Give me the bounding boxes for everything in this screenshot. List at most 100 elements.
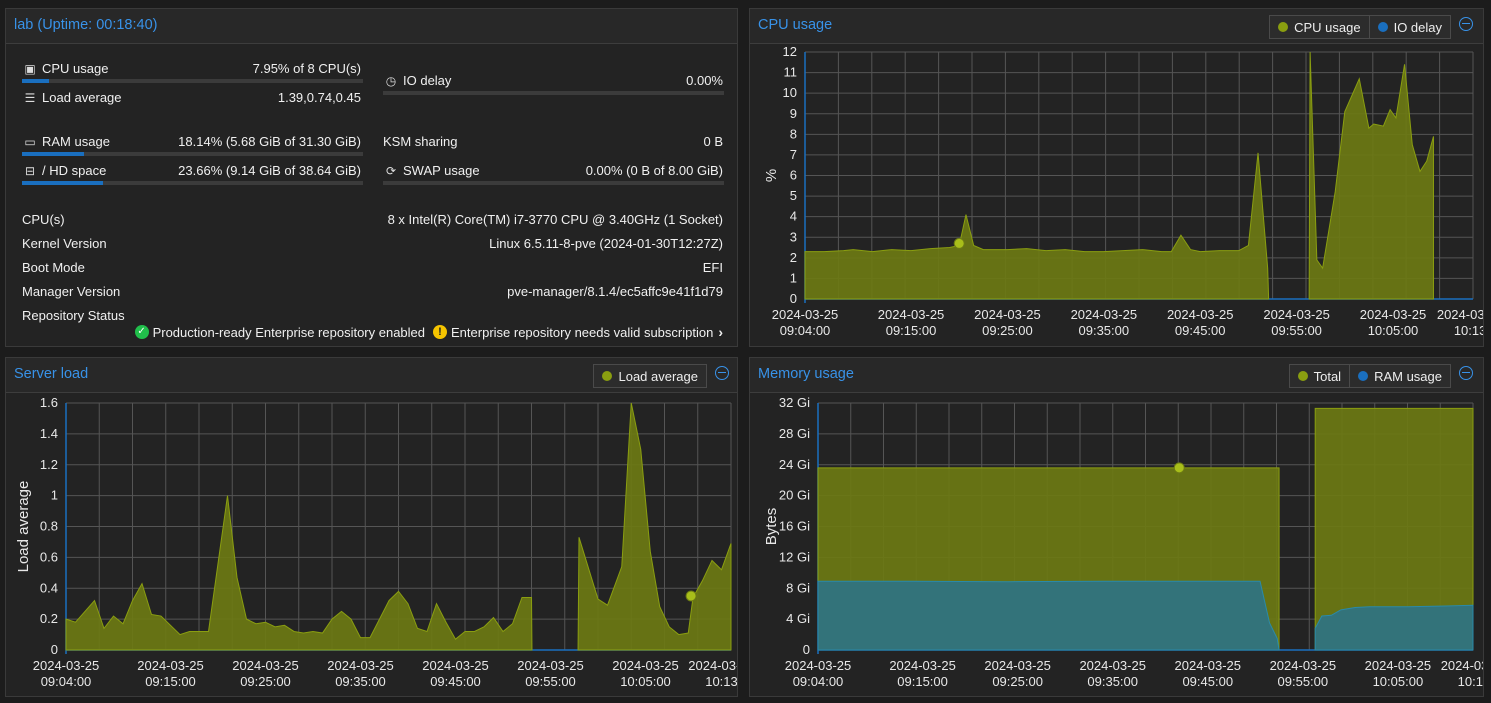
mem-ytick-label: 20 Gi (779, 488, 810, 503)
load-xtick-time: 09:45:00 (430, 674, 481, 689)
load-collapse-button[interactable] (715, 366, 729, 380)
io-delay-label: ◷ IO delay (383, 73, 452, 88)
server-load-panel: Server load Load average 0 0.2 0.4 0.6 0.8 1 1… (5, 357, 738, 697)
load-average-dot (602, 371, 613, 381)
load-ytick-label: 0.2 (40, 611, 58, 626)
mem-xtick-time: 09:25:00 (992, 674, 1043, 689)
repo-warn-text: Enterprise repository needs valid subscr… (451, 324, 714, 340)
mem-ytick-label: 0 (803, 642, 810, 657)
cpu-ytick-label: 1 (790, 270, 797, 285)
clock-icon: ◷ (385, 73, 397, 88)
cpus-label: CPU(s) (22, 212, 65, 227)
cpu-legend: CPU usage IO delay (1269, 15, 1451, 39)
memory-chart: 0 4 Gi 8 Gi 12 Gi 16 Gi 20 Gi 24 Gi 28 Gi 32 Gi 2… (763, 395, 1483, 689)
load-xtick-time: 10:13 (705, 674, 737, 689)
legend-cpu-usage[interactable]: CPU usage (1270, 16, 1370, 38)
total-dot (1297, 371, 1308, 381)
mem-xtick-time: 09:55:00 (1278, 674, 1329, 689)
cpu-xtick-time: 09:04:00 (780, 323, 831, 338)
load-xtick-time: 09:25:00 (240, 674, 291, 689)
cpu-xtick-time: 09:25:00 (982, 323, 1033, 338)
mem-ytick-label: 28 Gi (779, 426, 810, 441)
manager-version-label: Manager Version (22, 284, 121, 299)
cpu-ytick-label: 5 (790, 188, 797, 203)
load-xtick-time: 09:55:00 (525, 674, 576, 689)
cpu-xtick-time: 09:45:00 (1175, 323, 1226, 338)
load-ytick-label: 0.8 (40, 519, 58, 534)
load-xtick-date: 2024-03-25 (517, 658, 584, 673)
load-average-value: 1.39,0.74,0.45 (277, 90, 361, 105)
cpu-xtick-time: 10:05:00 (1368, 323, 1419, 338)
cpu-ytick-label: 9 (790, 106, 797, 121)
mem-ytick-label: 12 Gi (779, 549, 810, 564)
cpu-xtick-date: 2024-03-25 (974, 307, 1041, 322)
mem-xtick-date: 2024-03-25 (1270, 658, 1337, 673)
mem-xtick-date: 2024-03-25 (889, 658, 956, 673)
repository-status-link[interactable]: ✓ Production-ready Enterprise repository… (134, 324, 723, 340)
server-load-header: Server load Load average (6, 358, 737, 393)
warning-circle-icon: ! (433, 325, 448, 339)
mem-xtick-date: 2024-03-25 (1079, 658, 1146, 673)
swap-usage-bar (383, 181, 724, 185)
load-ytick-label: 1.6 (40, 395, 58, 410)
legend-io-delay[interactable]: IO delay (1370, 16, 1450, 38)
load-series-load-average (65, 495, 533, 651)
mem-xtick-date: 2024-03-25 (1175, 658, 1242, 673)
legend-load-average[interactable]: Load average (594, 365, 706, 387)
mem-ytick-label: 32 Gi (779, 395, 810, 410)
mem-ylabel: Bytes (763, 508, 780, 546)
tasks-icon: ☰ (24, 90, 36, 105)
load-hover-marker (685, 590, 697, 602)
ram-usage-dot (1358, 371, 1369, 381)
cpu-xtick-time: 10:13 (1454, 323, 1483, 338)
load-series-load-average (577, 402, 732, 651)
memory-usage-title: Memory usage (758, 366, 854, 382)
cpu-ytick-label: 4 (790, 209, 797, 224)
load-ylabel: Load average (15, 481, 32, 573)
swap-usage-value: 0.00% (0 B of 8.00 GiB) (585, 163, 723, 178)
memory-legend: Total RAM usage (1288, 364, 1451, 388)
legend-ram-usage[interactable]: RAM usage (1350, 365, 1450, 387)
mem-ytick-label: 24 Gi (779, 457, 810, 472)
load-ytick-label: 0.4 (40, 580, 58, 595)
legend-total[interactable]: Total (1290, 365, 1351, 387)
mem-xtick-time: 09:45:00 (1182, 674, 1233, 689)
load-xtick-date: 2024-03-25 (612, 658, 679, 673)
chevron-right-icon: › (718, 324, 723, 340)
cpu-ylabel: % (763, 169, 780, 182)
load-xtick-time: 09:04:00 (41, 674, 92, 689)
cpu-ytick-label: 12 (783, 44, 797, 59)
load-xtick-date: 2024-03-25 (327, 658, 394, 673)
cpu-ytick-label: 7 (790, 147, 797, 162)
memory-usage-panel: Memory usage Total RAM usage 0 4 Gi 8 Gi 12… (749, 357, 1484, 697)
check-circle-icon: ✓ (134, 325, 149, 339)
cpu-usage-bar (22, 79, 363, 83)
boot-mode-label: Boot Mode (22, 260, 85, 275)
cpu-ytick-label: 8 (790, 126, 797, 141)
cpu-ytick-label: 3 (790, 229, 797, 244)
load-xtick-date: 2024-03-25 (232, 658, 299, 673)
memory-collapse-button[interactable] (1459, 366, 1473, 380)
load-average-label: ☰ Load average (22, 90, 122, 105)
load-xtick-date: 2024-03-25 (688, 658, 737, 673)
cpu-xtick-date: 2024-03-25 (1071, 307, 1138, 322)
cpu-collapse-button[interactable] (1459, 17, 1473, 31)
load-ytick-label: 1.4 (40, 426, 58, 441)
cpu-ytick-label: 2 (790, 250, 797, 265)
node-title: lab (Uptime: 00:18:40) (14, 17, 158, 33)
manager-version-value: pve-manager/8.1.4/ec5affc9e41f1d79 (507, 284, 723, 299)
io-delay-value: 0.00% (686, 73, 723, 88)
io-delay-bar (383, 91, 724, 95)
cpu-usage-label: ▣ CPU usage (22, 61, 108, 76)
ram-usage-bar-fill (22, 152, 84, 156)
repo-ok-text: Production-ready Enterprise repository e… (152, 324, 426, 340)
cpu-hover-marker (953, 237, 965, 249)
mem-series-ram-usage (1314, 604, 1474, 651)
mem-hover-marker (1173, 462, 1185, 474)
status-panel: lab (Uptime: 00:18:40) ▣ CPU usage 7.95% … (5, 8, 738, 347)
cpu-xtick-time: 09:55:00 (1271, 323, 1322, 338)
load-xtick-date: 2024-03-25 (422, 658, 489, 673)
ram-usage-value: 18.14% (5.68 GiB of 31.30 GiB) (178, 134, 361, 149)
memory-usage-header: Memory usage Total RAM usage (750, 358, 1483, 393)
